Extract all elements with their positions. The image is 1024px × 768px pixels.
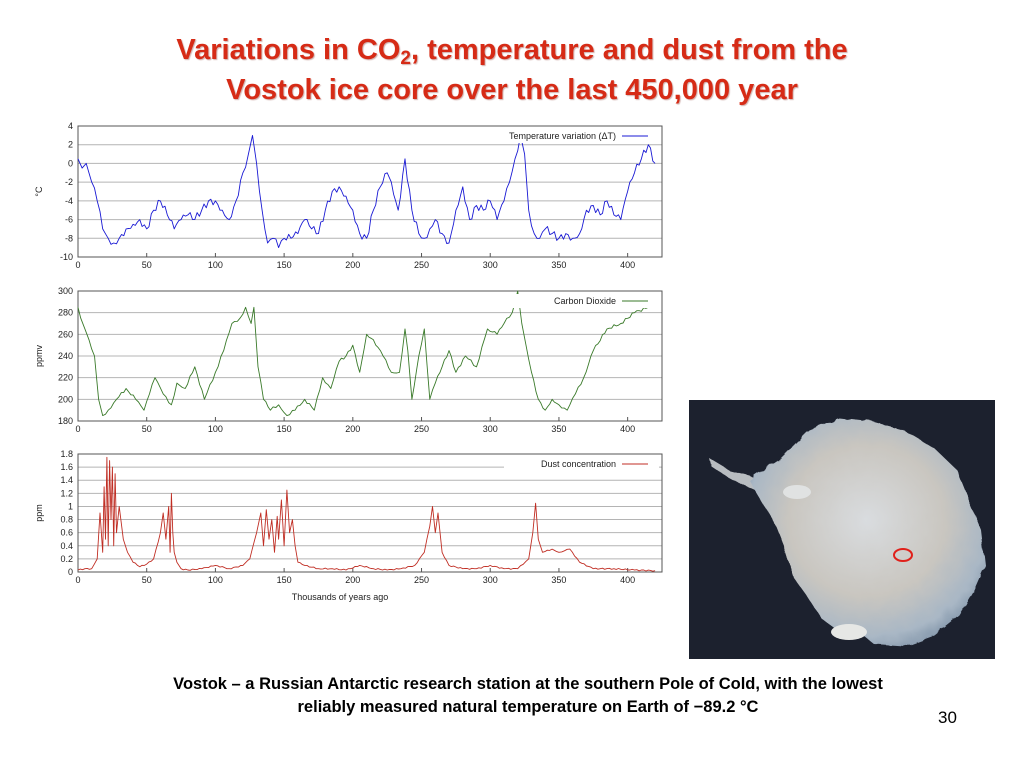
y-tick-label: 0.4 (60, 541, 73, 551)
y-tick-label: 180 (58, 416, 73, 426)
title-subscript: 2 (400, 48, 411, 69)
caption: Vostok – a Russian Antarctic research st… (70, 673, 986, 719)
x-tick-label: 150 (277, 260, 292, 270)
y-tick-label: 1 (68, 501, 73, 511)
legend-box (504, 294, 659, 308)
y-tick-label: 0.2 (60, 554, 73, 564)
slide-title: Variations in CO2, temperature and dust … (0, 30, 1024, 110)
y-axis-label: °C (34, 186, 44, 197)
caption-line-1: Vostok – a Russian Antarctic research st… (173, 675, 883, 693)
y-tick-label: 220 (58, 373, 73, 383)
chart-panel-0: -10 -8 -6 -4 -2 0 2 4 0 50 100 150 200 250 300 350 400 °C… (34, 121, 663, 270)
plot-frame (77, 125, 663, 258)
y-tick-label: 1.6 (60, 462, 73, 472)
y-tick-label: 4 (68, 121, 73, 131)
y-tick-label: 0.8 (60, 515, 73, 525)
x-tick-label: 100 (208, 260, 223, 270)
y-tick-label: 300 (58, 286, 73, 296)
antarctica-map (689, 400, 995, 659)
y-tick-label: 240 (58, 351, 73, 361)
y-tick-label: 280 (58, 308, 73, 318)
x-tick-label: 0 (75, 575, 80, 585)
ice-shelf-ross (831, 624, 867, 640)
x-tick-label: 400 (620, 260, 635, 270)
ice-shelf-ronne (783, 485, 811, 499)
vostok-marker (893, 548, 913, 562)
y-axis-label: ppmv (34, 345, 44, 368)
x-tick-label: 50 (142, 260, 152, 270)
y-tick-label: -4 (65, 196, 73, 206)
y-tick-label: 260 (58, 329, 73, 339)
y-tick-label: -10 (60, 252, 73, 262)
x-tick-label: 400 (620, 575, 635, 585)
x-tick-label: 200 (345, 575, 360, 585)
legend-label: Temperature variation (ΔT) (509, 131, 616, 141)
x-tick-label: 350 (551, 575, 566, 585)
x-tick-label: 250 (414, 424, 429, 434)
chart-panel-1: 180 200 220 240 260 280 300 0 50 100 150 200 250 300 3… (34, 286, 663, 434)
page-number: 30 (938, 708, 957, 727)
title-text-rest: , temperature and dust from the (410, 34, 848, 66)
chart-panel-2: 0 0.2 0.4 0.6 0.8 1 1.2 1.4 1.6 1.8 0 50 100 150 200 25… (34, 449, 663, 602)
x-tick-label: 250 (414, 260, 429, 270)
legend-label: Dust concentration (541, 459, 616, 469)
x-tick-label: 200 (345, 260, 360, 270)
y-tick-label: 0 (68, 158, 73, 168)
x-tick-label: 150 (277, 575, 292, 585)
x-tick-label: 150 (277, 424, 292, 434)
x-tick-label: 100 (208, 424, 223, 434)
series-line (77, 290, 649, 417)
x-tick-label: 200 (345, 424, 360, 434)
x-tick-label: 50 (142, 424, 152, 434)
antarctica-image (709, 418, 985, 646)
title-line-1: Variations in CO2, temperature and dust … (0, 30, 1024, 70)
x-tick-label: 300 (483, 575, 498, 585)
x-tick-label: 0 (75, 260, 80, 270)
x-tick-label: 250 (414, 575, 429, 585)
x-axis-label: Thousands of years ago (292, 592, 389, 602)
y-tick-label: -6 (65, 215, 73, 225)
title-text-co: Variations in CO (176, 34, 401, 66)
caption-line-2: reliably measured natural temperature on… (297, 698, 759, 716)
x-tick-label: 0 (75, 424, 80, 434)
x-tick-label: 300 (483, 424, 498, 434)
y-tick-label: 0.6 (60, 528, 73, 538)
y-tick-label: 1.8 (60, 449, 73, 459)
legend-label: Carbon Dioxide (554, 296, 616, 306)
y-tick-label: 1.2 (60, 488, 73, 498)
y-tick-label: 1.4 (60, 475, 73, 485)
legend-box (504, 457, 659, 471)
x-tick-label: 300 (483, 260, 498, 270)
y-tick-label: -8 (65, 233, 73, 243)
x-tick-label: 50 (142, 575, 152, 585)
y-axis-label: ppm (34, 504, 44, 522)
y-tick-label: -2 (65, 177, 73, 187)
x-tick-label: 350 (551, 424, 566, 434)
plot-frame (77, 290, 663, 422)
legend-box (504, 129, 659, 143)
x-tick-label: 100 (208, 575, 223, 585)
series-line (77, 456, 656, 572)
title-line-2: Vostok ice core over the last 450,000 ye… (226, 74, 798, 106)
y-tick-label: 200 (58, 394, 73, 404)
plot-frame (77, 453, 663, 573)
y-tick-label: 2 (68, 140, 73, 150)
antarctic-continent (749, 418, 985, 646)
x-tick-label: 350 (551, 260, 566, 270)
y-tick-label: 0 (68, 567, 73, 577)
x-tick-label: 400 (620, 424, 635, 434)
series-line (77, 134, 656, 249)
